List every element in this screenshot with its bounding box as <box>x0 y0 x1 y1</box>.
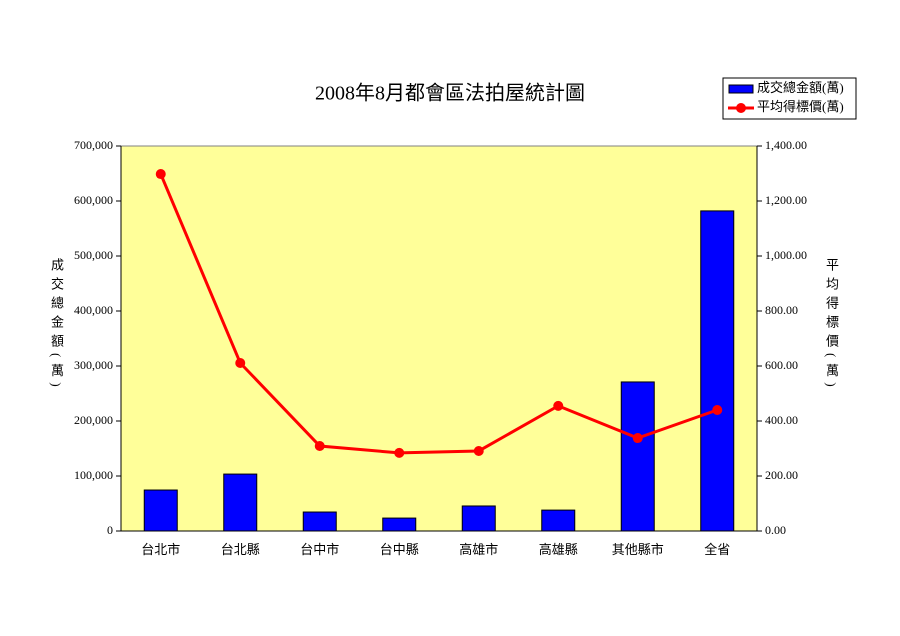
plot-area <box>120 145 758 532</box>
y2-tick-label: 0.00 <box>765 523 786 537</box>
y-tick-label: 400,000 <box>74 303 113 317</box>
y2-tick-label: 600.00 <box>765 358 798 372</box>
x-tick-label: 台中市 <box>300 542 339 557</box>
bar <box>700 210 735 532</box>
line-marker <box>473 445 484 456</box>
bar <box>302 511 337 532</box>
line-marker <box>235 357 246 368</box>
x-tick-label: 台北縣 <box>221 542 260 557</box>
y2-tick-label: 1,400.00 <box>765 138 807 152</box>
y2-tick-label: 1,000.00 <box>765 248 807 262</box>
legend-swatch <box>728 84 754 94</box>
y2-axis-title: 平均得標價(萬) <box>824 258 839 393</box>
x-tick-label: 全省 <box>704 542 730 557</box>
x-tick-label: 高雄市 <box>459 542 498 557</box>
bar <box>541 509 576 532</box>
chart-title: 2008年8月都會區法拍屋統計圖 <box>315 82 585 105</box>
legend-label: 平均得標價(萬) <box>757 99 844 114</box>
bar <box>382 517 417 532</box>
line-marker <box>394 447 405 458</box>
line-marker <box>712 405 723 415</box>
line-marker <box>155 169 166 180</box>
y-axis-title: 成交總金額(萬) <box>49 258 64 393</box>
x-tick-label: 高雄縣 <box>539 542 578 557</box>
line <box>159 173 718 455</box>
y-tick-label: 100,000 <box>74 468 113 482</box>
bar <box>620 381 655 532</box>
y-tick-label: 0 <box>107 523 113 537</box>
line-marker <box>632 433 643 444</box>
y2-tick-label: 400.00 <box>765 413 798 427</box>
bar <box>223 473 258 532</box>
y2-tick-label: 200.00 <box>765 468 798 482</box>
legend-label: 成交總金額(萬) <box>757 80 844 95</box>
x-tick-label: 台中縣 <box>380 542 419 557</box>
line-marker <box>553 400 564 411</box>
x-tick-label: 台北市 <box>141 542 180 557</box>
line-marker <box>314 441 325 452</box>
x-tick-label: 其他縣市 <box>612 542 664 557</box>
bar <box>461 505 496 532</box>
y-tick-label: 500,000 <box>74 248 113 262</box>
y-tick-label: 200,000 <box>74 413 113 427</box>
y2-tick-label: 1,200.00 <box>765 193 807 207</box>
y-tick-label: 600,000 <box>74 193 113 207</box>
y-tick-label: 300,000 <box>74 358 113 372</box>
legend-marker <box>736 103 746 113</box>
y-tick-label: 700,000 <box>74 138 113 152</box>
bar <box>143 489 178 532</box>
y2-tick-label: 800.00 <box>765 303 798 317</box>
